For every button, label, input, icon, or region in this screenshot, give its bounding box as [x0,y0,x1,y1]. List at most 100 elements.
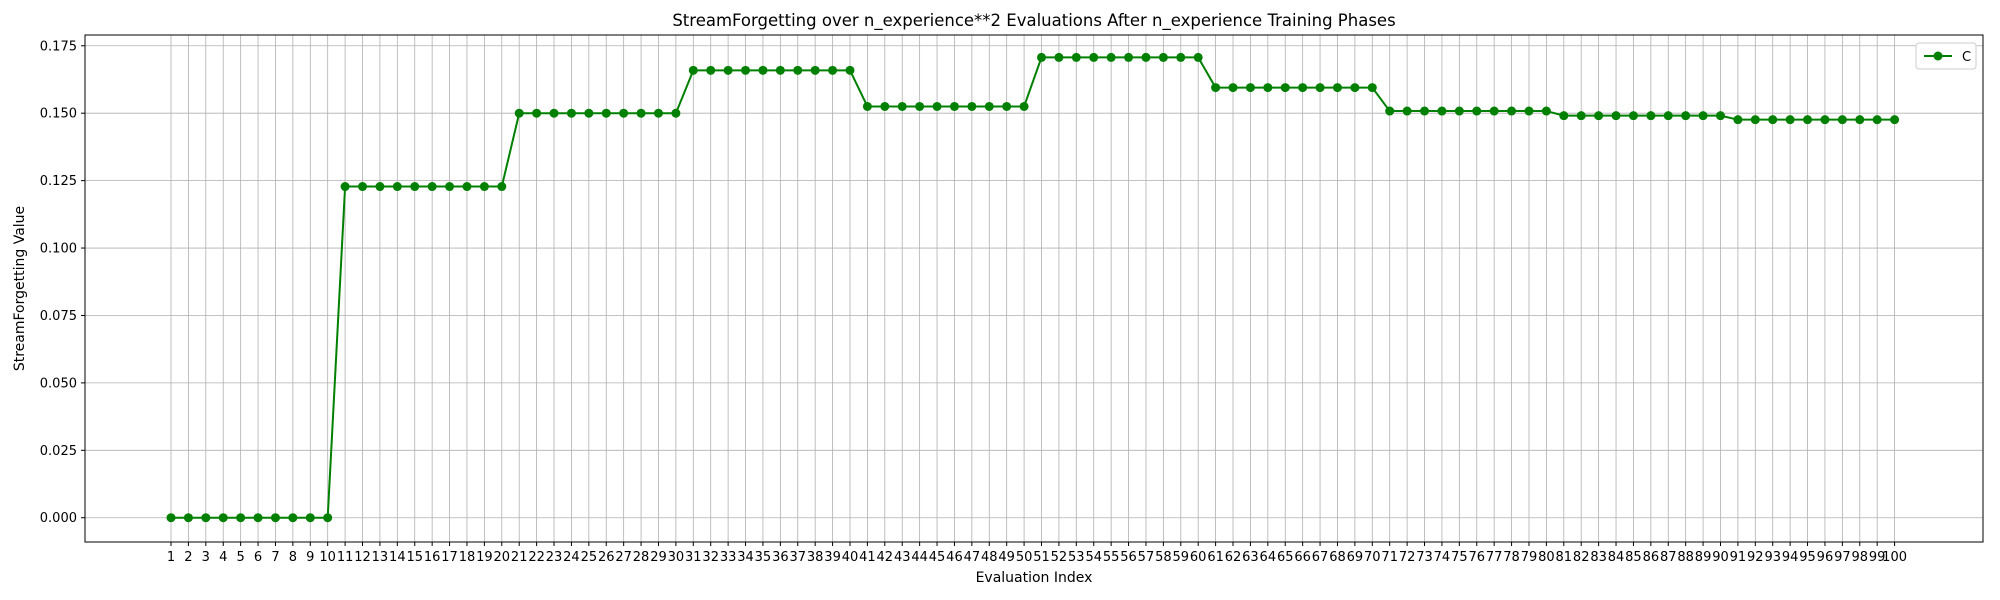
data-point [323,513,333,523]
x-tick-label: 1 [167,550,175,565]
x-tick-label: 14 [389,550,406,565]
y-tick-label: 0.150 [40,107,77,122]
data-point [1663,111,1673,121]
legend-label: C [1962,50,1971,65]
x-tick-label: 35 [755,550,772,565]
chart-title: StreamForgetting over n_experience**2 Ev… [672,11,1395,31]
data-point [1454,106,1464,116]
x-tick-label: 17 [441,550,458,565]
x-tick-label: 52 [1051,550,1068,565]
y-tick-label: 0.000 [40,511,77,526]
x-tick-label: 48 [981,550,998,565]
legend: C [1915,42,1977,70]
y-tick-label: 0.050 [40,376,77,391]
data-point [566,108,576,118]
x-tick-label: 100 [1882,550,1907,565]
data-point [1855,115,1865,125]
x-tick-label: 22 [528,550,545,565]
y-tick-label: 0.175 [40,39,77,54]
x-tick-label: 4 [219,550,227,565]
data-point [1385,106,1395,116]
x-tick-label: 11 [337,550,354,565]
data-point [427,182,437,192]
data-point [1141,52,1151,62]
x-tick-label: 67 [1312,550,1329,565]
x-tick-label: 77 [1486,550,1503,565]
x-tick-label: 62 [1225,550,1242,565]
x-tick-label: 25 [581,550,598,565]
x-tick-label: 19 [476,550,493,565]
data-point [1228,83,1238,93]
data-point [1245,83,1255,93]
data-point [706,65,716,75]
y-axis-title: StreamForgetting Value [12,206,28,371]
x-tick-label: 41 [859,550,876,565]
grid-lines [85,35,1983,542]
x-tick-label: 65 [1277,550,1294,565]
data-point [1872,115,1882,125]
x-tick-label: 84 [1608,550,1625,565]
data-point [1437,106,1447,116]
x-tick-label: 64 [1260,550,1277,565]
data-point [793,65,803,75]
data-point [1298,83,1308,93]
data-point [636,108,646,118]
data-point [1054,52,1064,62]
x-tick-label: 69 [1347,550,1364,565]
x-tick-label: 6 [254,550,262,565]
data-point [1681,111,1691,121]
data-point [497,182,507,192]
data-point [584,108,594,118]
legend-point-marker [1933,51,1943,61]
x-tick-label: 96 [1817,550,1834,565]
data-point [897,101,907,111]
x-tick-label: 53 [1068,550,1085,565]
data-point [1472,106,1482,116]
data-point [1037,52,1046,62]
x-axis-title: Evaluation Index [976,570,1093,586]
x-tick-label: 93 [1764,550,1781,565]
data-point [462,182,472,192]
data-point [1820,115,1830,125]
x-tick-label: 38 [807,550,824,565]
x-tick-label: 83 [1590,550,1607,565]
x-tick-label: 33 [720,550,737,565]
x-tick-label: 99 [1869,550,1886,565]
x-tick-label: 32 [702,550,719,565]
data-point [828,65,838,75]
data-point [984,101,994,111]
x-tick-label: 59 [1173,550,1190,565]
x-tick-label: 8 [289,550,297,565]
data-point [445,182,455,192]
x-tick-label: 20 [494,550,511,565]
data-point [1367,83,1377,93]
data-point [288,513,298,523]
x-tick-label: 9 [306,550,314,565]
data-point [1489,106,1499,116]
data-point [1280,83,1290,93]
data-point [758,65,768,75]
data-point [410,182,420,192]
x-tick-label: 13 [372,550,389,565]
data-point [1733,115,1743,125]
data-point [549,108,559,118]
data-point [601,108,611,118]
x-tick-label: 42 [877,550,894,565]
data-point [653,108,663,118]
data-point [532,108,542,118]
data-point [253,513,263,523]
data-point [1541,106,1551,116]
x-tick-label: 49 [998,550,1015,565]
data-point [1594,111,1604,121]
x-tick-label: 80 [1538,550,1555,565]
data-point [1193,52,1203,62]
x-tick-label: 60 [1190,550,1207,565]
data-point [967,101,977,111]
x-tick-label: 72 [1399,550,1416,565]
x-tick-label: 75 [1451,550,1468,565]
data-point [1332,83,1342,93]
x-tick-label: 81 [1556,550,1573,565]
y-axis-ticks: 0.000 0.025 0.050 0.075 0.100 0.125 0.150 0.175 [40,39,85,526]
x-tick-label: 30 [668,550,685,565]
data-point [514,108,524,118]
